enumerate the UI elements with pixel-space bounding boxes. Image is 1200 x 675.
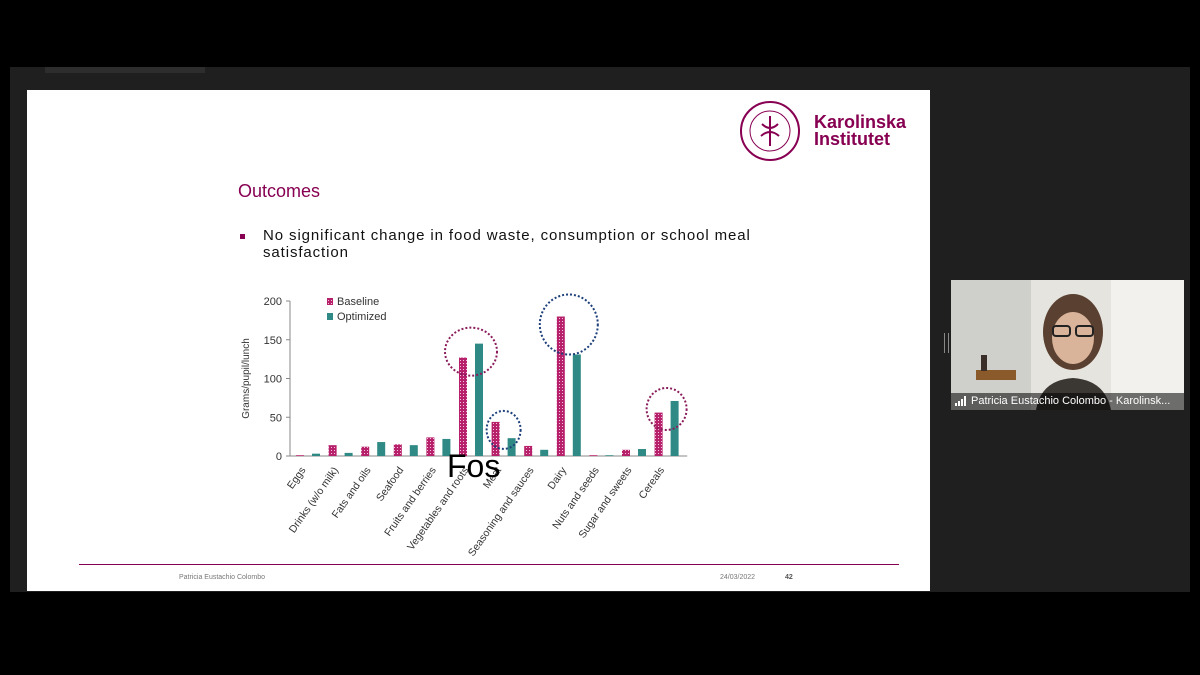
category-label: Dairy (545, 464, 569, 492)
y-tick-label: 200 (264, 296, 282, 308)
bar-baseline (296, 455, 304, 456)
slide-title: Outcomes (238, 181, 321, 201)
caption-overlay: Fos (447, 448, 501, 484)
bar-optimized (605, 455, 614, 456)
bar-baseline (524, 445, 533, 456)
bar-baseline (393, 444, 402, 456)
ki-seal-icon (740, 101, 800, 161)
y-tick-label: 100 (264, 374, 282, 386)
legend-label-optimized: Optimized (337, 311, 387, 323)
ki-logo: Karolinska Institutet (734, 100, 924, 162)
bar-optimized (638, 449, 646, 456)
highlight-circle (538, 293, 599, 356)
panel-resize-handle[interactable] (944, 333, 949, 353)
bar-baseline (491, 421, 500, 456)
legend-swatch-baseline (327, 298, 333, 305)
participant-name-bar: Patricia Eustachio Colombo - Karolinsk..… (951, 393, 1184, 410)
footer-page-number: 42 (785, 574, 793, 581)
signal-strength-icon (955, 396, 966, 407)
y-tick-label: 50 (270, 412, 282, 424)
highlight-circle (485, 409, 522, 450)
bar-baseline (361, 446, 370, 456)
legend-label-baseline: Baseline (337, 296, 379, 308)
top-toolbar-strip (45, 67, 205, 73)
highlight-circle (645, 386, 688, 431)
participant-name: Patricia Eustachio Colombo - Karolinsk..… (971, 395, 1171, 407)
bar-baseline (426, 437, 435, 456)
bar-baseline (589, 455, 598, 456)
y-tick-label: 0 (276, 451, 282, 463)
footer-divider (79, 564, 899, 565)
category-label: Seafood (374, 465, 406, 504)
category-label: Cereals (636, 465, 667, 502)
bar-optimized (312, 453, 320, 456)
bar-baseline (459, 357, 467, 456)
bar-optimized (670, 400, 679, 456)
bar-optimized (572, 354, 581, 456)
bar-baseline (556, 316, 565, 456)
footer-presenter: Patricia Eustachio Colombo (179, 574, 265, 581)
bar-baseline (654, 412, 663, 456)
footer-date: 24/03/2022 (720, 574, 756, 581)
bar-optimized (344, 452, 353, 456)
bullet-text: No significant change in food waste, con… (263, 227, 751, 261)
ki-wordmark: Karolinska Institutet (814, 112, 907, 149)
bar-baseline (328, 445, 337, 456)
bar-optimized (507, 438, 516, 456)
bar-chart: 0 50 100 150 200 Grams/pupil/lunch Baseline Opt… (241, 293, 688, 559)
bar-optimized (442, 438, 451, 456)
bullet-marker (240, 234, 245, 239)
highlight-circle (444, 326, 498, 377)
y-tick-label: 150 (264, 335, 282, 347)
participant-video-frame (951, 280, 1184, 410)
bar-optimized (540, 449, 549, 456)
presentation-slide: Karolinska Institutet Outcomes No signif… (27, 90, 930, 591)
bar-optimized (475, 343, 483, 456)
y-axis-label: Grams/pupil/lunch (241, 338, 252, 419)
legend-swatch-optimized (327, 313, 333, 320)
participant-video[interactable] (951, 280, 1184, 410)
bar-optimized (377, 442, 386, 456)
bar-optimized (409, 445, 418, 456)
category-label: Eggs (285, 465, 309, 491)
bar-baseline (622, 449, 630, 456)
